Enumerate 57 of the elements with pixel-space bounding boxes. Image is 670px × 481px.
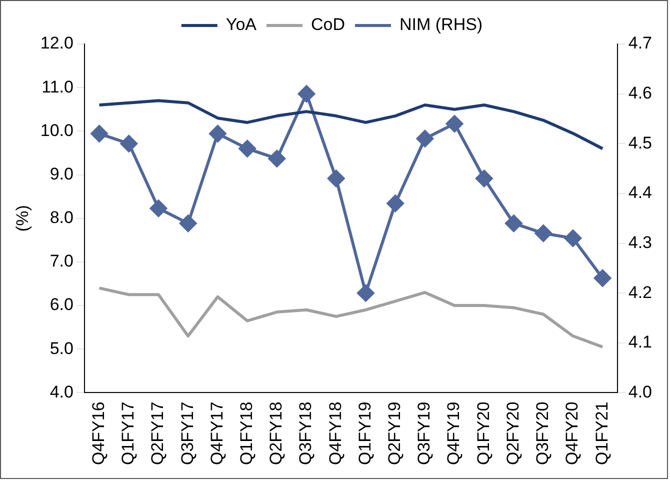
x-tick-label: Q4FY19 xyxy=(444,402,464,465)
y2-tick-label: 4.7 xyxy=(628,34,652,53)
y2-tick-label: 4.2 xyxy=(628,282,652,302)
y-tick-label: 4.0 xyxy=(50,382,74,402)
y2-tick-label: 4.1 xyxy=(628,332,652,352)
legend-label: NIM (RHS) xyxy=(399,15,483,34)
x-tick-label: Q4FY20 xyxy=(562,402,582,465)
y-tick-label: 6.0 xyxy=(50,295,74,314)
point xyxy=(446,115,464,132)
x-tick-label: Q2FY18 xyxy=(266,402,286,465)
x-tick-label: Q3FY19 xyxy=(414,402,434,465)
point xyxy=(180,214,197,232)
y2-tick-label: 4.6 xyxy=(628,84,652,102)
x-tick-label: Q1FY19 xyxy=(355,402,374,465)
x-tick-label: Q2FY17 xyxy=(148,402,168,465)
y-tick-label: 7.0 xyxy=(50,252,74,271)
point xyxy=(505,214,522,232)
point xyxy=(120,135,138,152)
point xyxy=(209,125,226,142)
point xyxy=(90,125,108,142)
x-tick-label: Q4FY18 xyxy=(326,402,345,465)
y-tick-label: 9.0 xyxy=(50,164,74,184)
point xyxy=(386,194,404,212)
x-tick-label: Q4FY17 xyxy=(207,402,226,465)
y-tick-label: 12.0 xyxy=(40,34,74,53)
x-tick-label: Q3FY17 xyxy=(178,402,197,465)
y2-tick-label: 4.5 xyxy=(628,133,652,152)
y-tick-label: 11.0 xyxy=(42,77,74,96)
y-axis-title: (%) xyxy=(12,205,32,232)
x-tick-label: Q4FY16 xyxy=(88,402,108,465)
y-tick-label: 8.0 xyxy=(50,208,74,228)
y2-tick-label: 4.0 xyxy=(628,382,652,402)
x-tick-label: Q1FY21 xyxy=(592,402,612,465)
legend-label: CoD xyxy=(310,15,345,34)
point xyxy=(594,270,612,287)
y2-tick-label: 4.4 xyxy=(628,183,652,202)
point xyxy=(238,140,256,158)
x-tick-label: Q1FY18 xyxy=(237,402,256,465)
point xyxy=(357,284,374,302)
point xyxy=(564,230,582,247)
point xyxy=(534,224,552,242)
point xyxy=(328,170,345,187)
point xyxy=(298,85,316,102)
point xyxy=(268,150,286,168)
x-tick-label: Q2FY19 xyxy=(385,402,404,465)
point xyxy=(476,170,493,187)
y-tick-label: 10.0 xyxy=(40,120,74,140)
point xyxy=(150,200,167,217)
x-tick-label: Q2FY20 xyxy=(503,402,522,465)
point xyxy=(416,130,434,148)
legend-label: YoA xyxy=(226,15,258,34)
x-tick-label: Q1FY20 xyxy=(474,402,493,465)
x-tick-label: Q3FY18 xyxy=(296,402,316,465)
x-tick-label: Q3FY20 xyxy=(533,402,552,465)
x-tick-label: Q1FY17 xyxy=(118,402,138,465)
y2-tick-label: 4.3 xyxy=(628,232,652,252)
y-tick-label: 5.0 xyxy=(50,338,74,358)
